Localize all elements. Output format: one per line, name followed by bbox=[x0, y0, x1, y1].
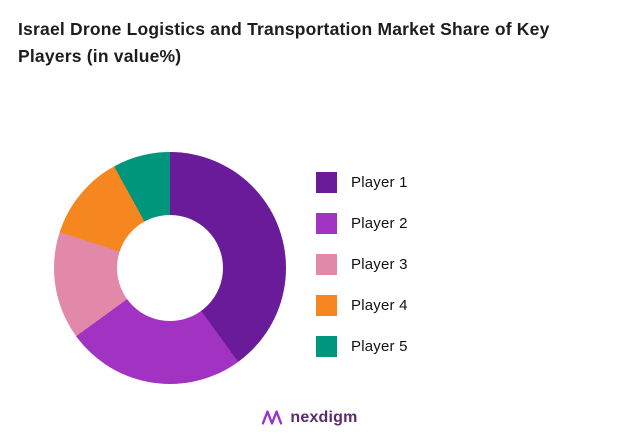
chart-title: Israel Drone Logistics and Transportatio… bbox=[18, 19, 550, 67]
donut-chart bbox=[54, 152, 286, 384]
donut-hole bbox=[117, 215, 223, 321]
legend-label: Player 2 bbox=[351, 214, 408, 232]
legend-swatch bbox=[316, 335, 337, 357]
legend-label: Player 3 bbox=[351, 255, 408, 273]
legend-item: Player 1 bbox=[316, 170, 408, 194]
legend-item: Player 2 bbox=[316, 211, 408, 235]
legend-swatch bbox=[316, 253, 337, 275]
n-wave-icon bbox=[262, 410, 283, 425]
legend-label: Player 1 bbox=[351, 173, 408, 191]
legend-item: Player 5 bbox=[316, 334, 408, 358]
legend-label: Player 4 bbox=[351, 296, 408, 314]
brand-logo: nexdigm bbox=[0, 408, 619, 428]
legend-swatch bbox=[316, 294, 337, 316]
legend-swatch bbox=[316, 171, 337, 193]
legend-item: Player 4 bbox=[316, 293, 408, 317]
legend-item: Player 3 bbox=[316, 252, 408, 276]
brand-logo-text: nexdigm bbox=[290, 409, 358, 426]
legend-swatch bbox=[316, 212, 337, 234]
legend-label: Player 5 bbox=[351, 337, 408, 355]
legend: Player 1 Player 2 Player 3 Player 4 Play… bbox=[316, 170, 408, 358]
